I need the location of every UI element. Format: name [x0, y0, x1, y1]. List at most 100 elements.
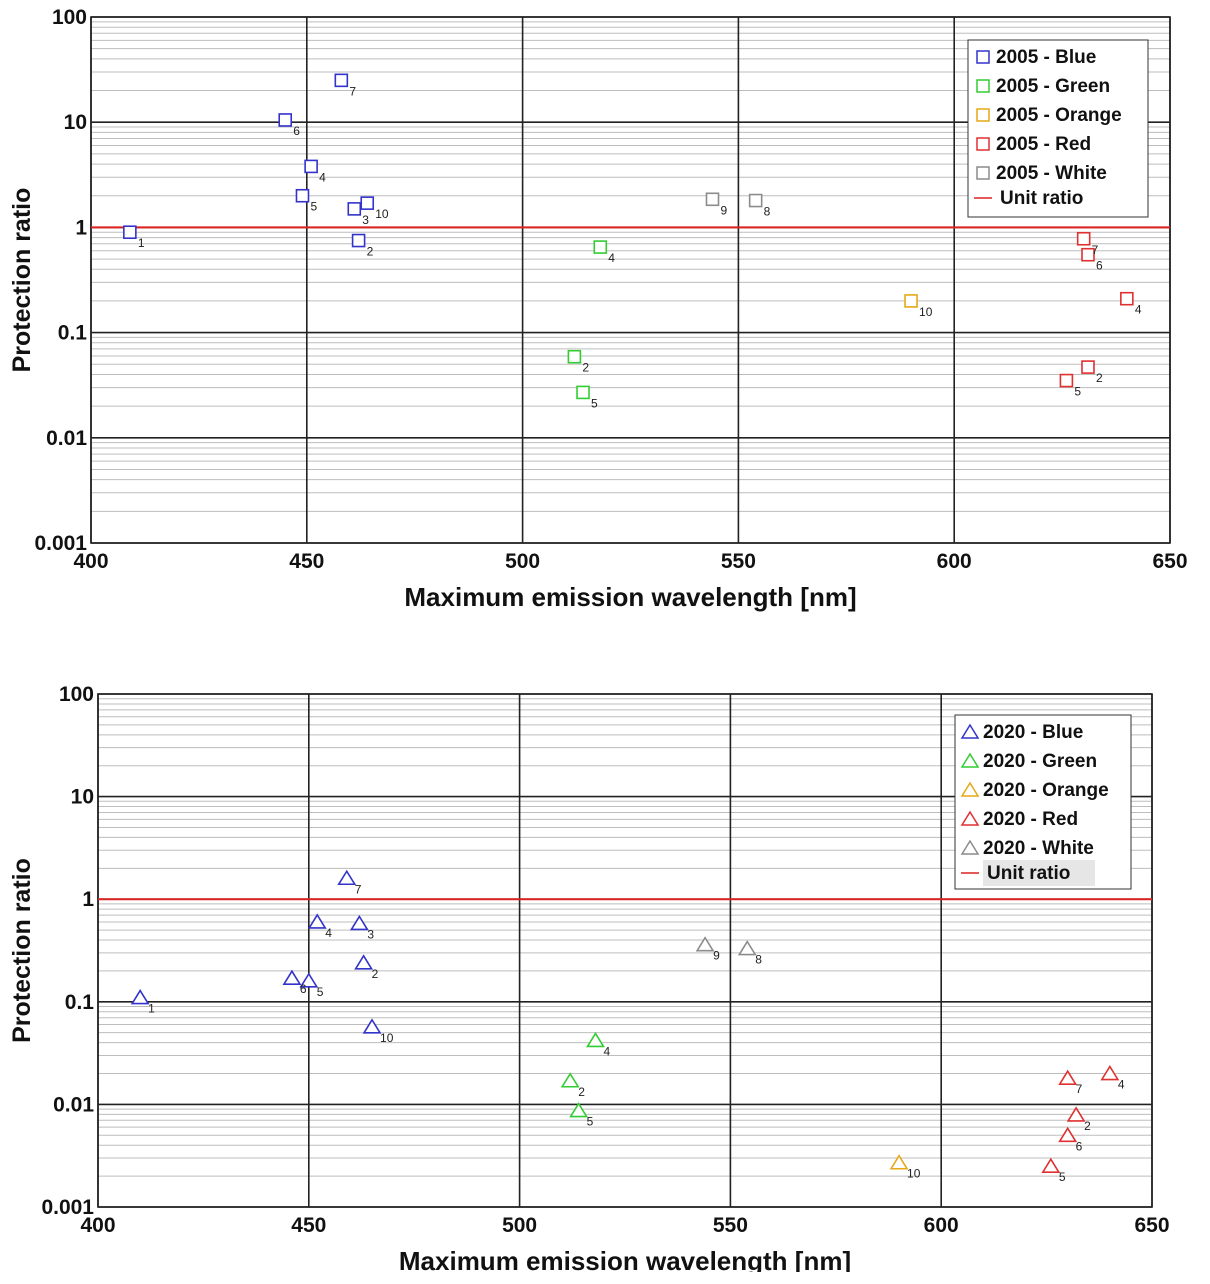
x-axis-label: Maximum emission wavelength [nm] [404, 582, 856, 612]
data-point-blue [360, 196, 375, 210]
x-tick-label: 450 [289, 550, 324, 573]
data-point-blue [282, 969, 302, 985]
x-tick-label: 650 [1152, 550, 1187, 573]
data-point-red [1076, 231, 1091, 246]
y-tick-label: 0.001 [34, 532, 87, 555]
data-point-blue [304, 159, 318, 174]
data-point-blue [334, 73, 349, 88]
y-tick-label: 10 [64, 111, 87, 134]
data-point-orange [904, 294, 918, 308]
data-point-blue [130, 989, 150, 1005]
legend-marker [976, 137, 990, 151]
data-point-label: 6 [1096, 259, 1103, 273]
data-point-label: 3 [367, 927, 374, 941]
data-point-label: 5 [587, 1115, 594, 1129]
data-point-label: 10 [375, 207, 389, 221]
x-tick-label: 550 [721, 550, 756, 573]
legend-label: 2005 - Red [996, 134, 1091, 155]
y-tick-label: 100 [52, 6, 87, 29]
y-tick-label: 100 [59, 683, 94, 706]
data-point-orange [889, 1154, 909, 1170]
chart-2020: 0.001 0.01 0.1 1 10 100 400 450 500 550 600 650 Maxi… [8, 683, 1170, 1272]
legend-label: 2020 - White [983, 838, 1094, 859]
data-point-label: 2 [372, 967, 379, 981]
data-point-label: 9 [721, 203, 728, 217]
data-point-green [560, 1072, 580, 1088]
data-point-red [1059, 373, 1074, 388]
data-point-red [1066, 1106, 1086, 1122]
legend-highlight [983, 860, 1095, 886]
data-point-blue [337, 869, 357, 886]
data-point-label: 7 [355, 882, 362, 896]
data-point-red [1058, 1126, 1078, 1143]
y-tick-label: 0.1 [65, 991, 95, 1014]
legend-label: 2005 - Blue [996, 47, 1096, 68]
legend-marker [976, 79, 990, 93]
data-point-label: 7 [349, 84, 356, 98]
data-point-green [576, 385, 590, 400]
data-point-label: 7 [1092, 243, 1099, 257]
legend-label: 2005 - Green [996, 76, 1110, 97]
plot-frame [90, 16, 1171, 544]
data-point-white [705, 192, 720, 207]
data-point-label: 10 [380, 1031, 394, 1045]
legend-label: 2020 - Blue [983, 722, 1083, 743]
data-point-label: 7 [1076, 1082, 1083, 1096]
data-point-label: 6 [300, 982, 307, 996]
legend-marker [960, 781, 980, 797]
y-tick-label: 0.1 [58, 322, 88, 345]
data-point-green [567, 349, 582, 364]
data-point-label: 4 [603, 1044, 610, 1058]
data-point-label: 2 [1084, 1119, 1091, 1133]
data-point-blue [295, 188, 310, 203]
data-point-white [748, 193, 763, 208]
legend-marker [976, 108, 990, 122]
data-point-label: 4 [319, 170, 326, 184]
data-point-label: 10 [907, 1167, 921, 1181]
x-axis-label: Maximum emission wavelength [nm] [399, 1246, 851, 1272]
data-point-label: 2 [367, 245, 374, 259]
legend-label: 2005 - White [996, 163, 1107, 184]
legend-marker [960, 723, 980, 739]
legend-marker [960, 839, 980, 855]
data-point-red [1081, 247, 1095, 262]
legend-marker [976, 50, 990, 64]
x-tick-label: 550 [713, 1214, 748, 1237]
x-tick-label: 400 [80, 1214, 115, 1237]
y-axis-label: Protection ratio [8, 858, 36, 1043]
legend-label-unit-ratio: Unit ratio [987, 863, 1070, 884]
legend-label: 2020 - Red [983, 809, 1078, 830]
legend-marker [960, 752, 980, 768]
x-tick-label: 600 [937, 550, 972, 573]
data-point-red [1058, 1069, 1078, 1086]
y-tick-label: 0.01 [46, 427, 87, 450]
x-tick-label: 650 [1134, 1214, 1169, 1237]
data-point-label: 5 [317, 985, 324, 999]
data-point-label: 4 [608, 251, 615, 265]
data-point-label: 6 [1076, 1139, 1083, 1153]
data-point-label: 5 [591, 396, 598, 410]
data-point-label: 4 [1135, 303, 1142, 317]
y-tick-label: 1 [75, 216, 87, 239]
x-tick-label: 500 [505, 550, 540, 573]
data-point-label: 3 [362, 213, 369, 227]
y-axis-label: Protection ratio [8, 188, 36, 373]
x-tick-label: 400 [73, 550, 108, 573]
y-tick-label: 0.001 [41, 1196, 94, 1219]
legend-marker [960, 810, 980, 826]
y-tick-label: 1 [82, 888, 94, 911]
data-point-label: 2 [578, 1085, 585, 1099]
data-point-label: 8 [764, 205, 771, 219]
data-point-green [569, 1102, 589, 1118]
data-point-white [695, 936, 715, 952]
data-point-blue [351, 233, 366, 248]
chart-2005: 0.001 0.01 0.1 1 10 100 400 450 500 550 600 650 Maxi… [8, 6, 1188, 612]
data-point-red [1120, 291, 1134, 306]
data-point-blue [123, 225, 137, 240]
data-point-label: 2 [582, 361, 589, 375]
legend-box [967, 39, 1149, 218]
legend-label: 2020 - Green [983, 751, 1097, 772]
data-point-label: 10 [919, 305, 933, 319]
data-point-green [586, 1031, 605, 1048]
data-point-blue [307, 913, 327, 929]
